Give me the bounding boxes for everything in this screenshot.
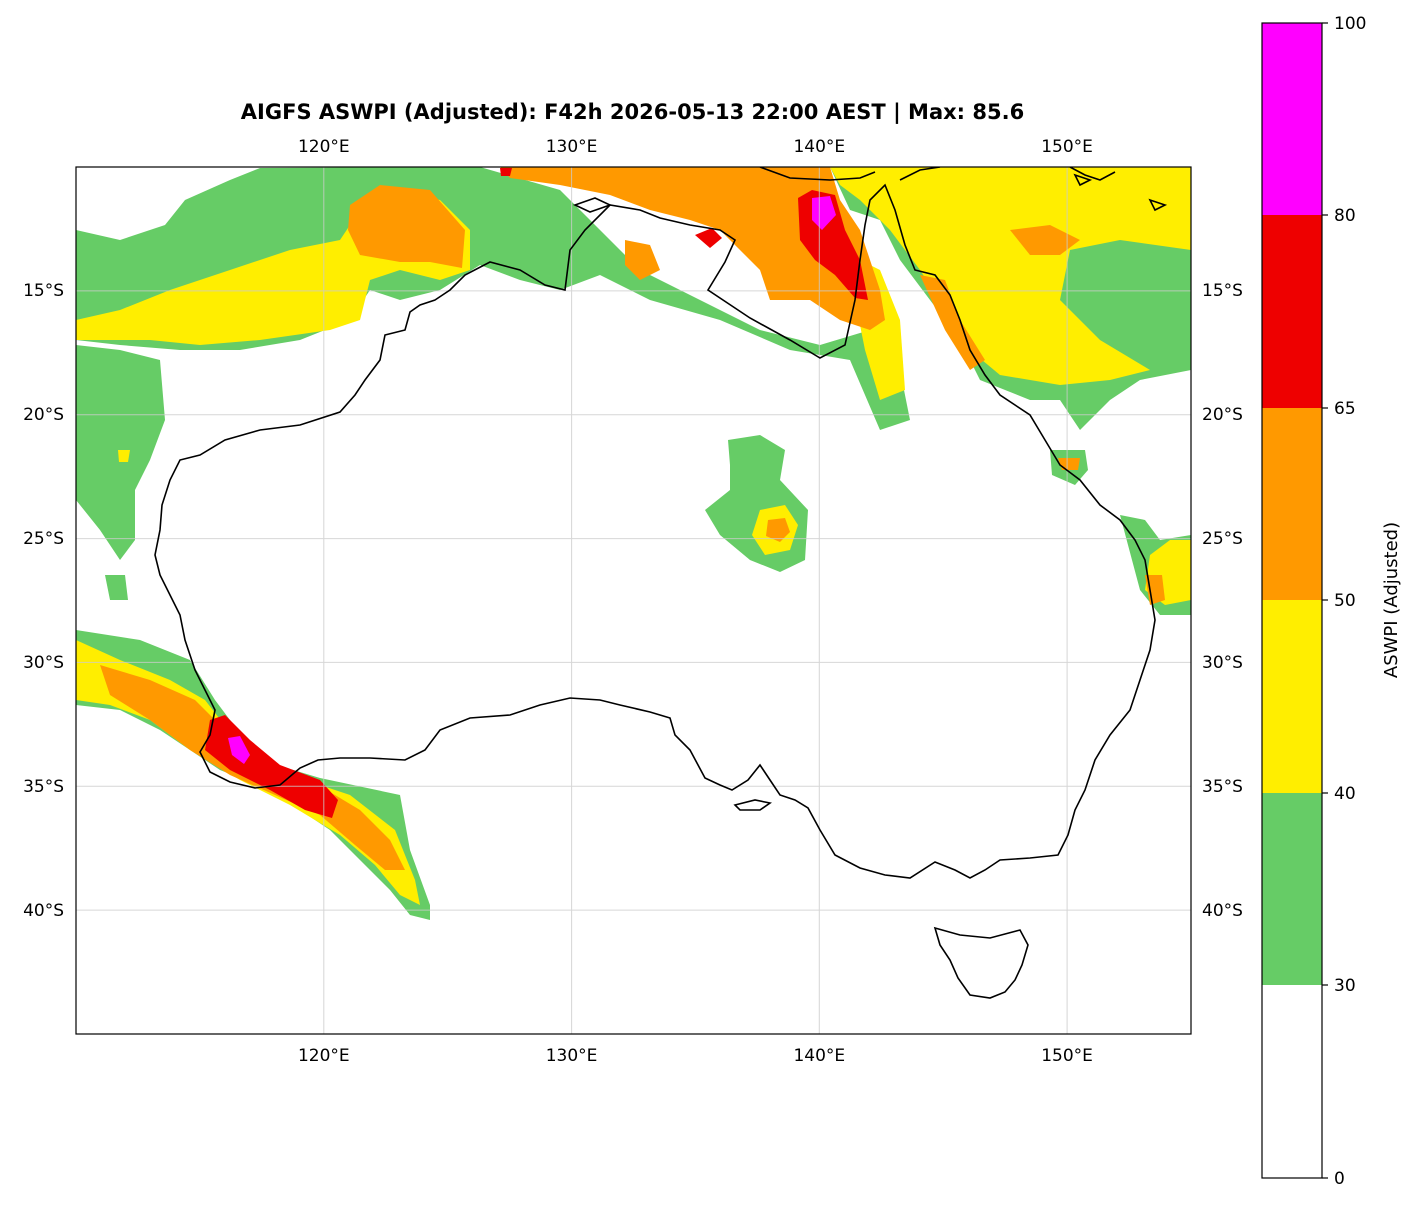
aswpi-region-gulf-orange <box>500 167 885 330</box>
colorbar-tick-30: 30 <box>1334 976 1356 996</box>
lon-label-150-top: 150°E <box>1041 137 1093 157</box>
aswpi-region-east-orange <box>1010 225 1080 255</box>
lon-labels-top: 120°E 130°E 140°E 150°E <box>298 137 1093 157</box>
aswpi-region-se-orange <box>1145 575 1165 605</box>
colorbar-tick-50: 50 <box>1334 591 1356 611</box>
colorbar-tick-labels: 0 30 40 50 65 80 100 <box>1334 14 1366 1189</box>
lat-label-40-right: 40°S <box>1202 901 1243 921</box>
lon-label-150-bottom: 150°E <box>1041 1046 1093 1066</box>
colorbar-tick-40: 40 <box>1334 784 1356 804</box>
colorbar-tick-100: 100 <box>1334 14 1366 34</box>
lat-label-20-left: 20°S <box>23 405 64 425</box>
map-area <box>76 167 1191 1034</box>
aswpi-region-red-dot <box>500 168 512 176</box>
aswpi-region-west-green-dot <box>105 575 128 600</box>
lon-labels-bottom: 120°E 130°E 140°E 150°E <box>298 1046 1093 1066</box>
aswpi-region-north-green <box>76 167 910 430</box>
lon-label-120-bottom: 120°E <box>298 1046 350 1066</box>
lat-label-25-right: 25°S <box>1202 529 1243 549</box>
colorbar-band-50-65 <box>1262 408 1322 600</box>
lat-label-30-right: 30°S <box>1202 653 1243 673</box>
colorbar-band-80-100 <box>1262 23 1322 215</box>
lat-label-40-left: 40°S <box>23 901 64 921</box>
kangaroo-island <box>733 799 772 811</box>
north-islands <box>572 173 1168 213</box>
lon-label-130-bottom: 130°E <box>546 1046 598 1066</box>
colorbar-tick-0: 0 <box>1334 1169 1345 1189</box>
aswpi-region-gulf-red-small <box>695 228 722 248</box>
lat-labels-right: 15°S 20°S 25°S 30°S 35°S 40°S <box>1202 281 1243 921</box>
aswpi-region-sw-magenta <box>228 736 250 764</box>
lon-label-140-bottom: 140°E <box>793 1046 845 1066</box>
lat-label-35-left: 35°S <box>23 777 64 797</box>
colorbar: 0 30 40 50 65 80 100 ASWPI (Adjusted) <box>1261 14 1402 1189</box>
colorbar-band-30-40 <box>1262 793 1322 985</box>
new-guinea-coast <box>759 167 1116 181</box>
aswpi-region-kimberley-orange <box>348 185 465 268</box>
colorbar-band-65-80 <box>1262 215 1322 408</box>
map-title: AIGFS ASWPI (Adjusted): F42h 2026-05-13 … <box>240 100 1025 124</box>
lat-labels-left: 15°S 20°S 25°S 30°S 35°S 40°S <box>23 281 64 921</box>
aswpi-region-arnhem-orange <box>625 240 660 280</box>
colorbar-ticks <box>1322 22 1328 1179</box>
lat-label-15-left: 15°S <box>23 281 64 301</box>
tasmania-coastline <box>933 926 1029 999</box>
aswpi-region-west-yellow-dot <box>118 450 130 462</box>
colorbar-band-0-30 <box>1262 985 1322 1178</box>
lat-label-30-left: 30°S <box>23 653 64 673</box>
colorbar-tick-80: 80 <box>1334 206 1356 226</box>
aswpi-region-gulf-magenta <box>812 196 836 230</box>
gridlines <box>76 167 1191 1034</box>
lat-label-20-right: 20°S <box>1202 405 1243 425</box>
lon-label-140-top: 140°E <box>793 137 845 157</box>
colorbar-label: ASWPI (Adjusted) <box>1381 522 1402 678</box>
lat-label-35-right: 35°S <box>1202 777 1243 797</box>
lat-label-25-left: 25°S <box>23 529 64 549</box>
lon-label-130-top: 130°E <box>546 137 598 157</box>
lon-label-120-top: 120°E <box>298 137 350 157</box>
australia-coastline <box>154 183 1156 879</box>
aswpi-region-central-orange <box>766 518 790 542</box>
lat-label-15-right: 15°S <box>1202 281 1243 301</box>
aswpi-region-central-green <box>705 435 808 572</box>
aswpi-region-northeast-yellow <box>830 167 1191 385</box>
map-frame <box>75 166 1192 1035</box>
colorbar-tick-65: 65 <box>1334 399 1356 419</box>
colorbar-band-40-50 <box>1262 600 1322 793</box>
